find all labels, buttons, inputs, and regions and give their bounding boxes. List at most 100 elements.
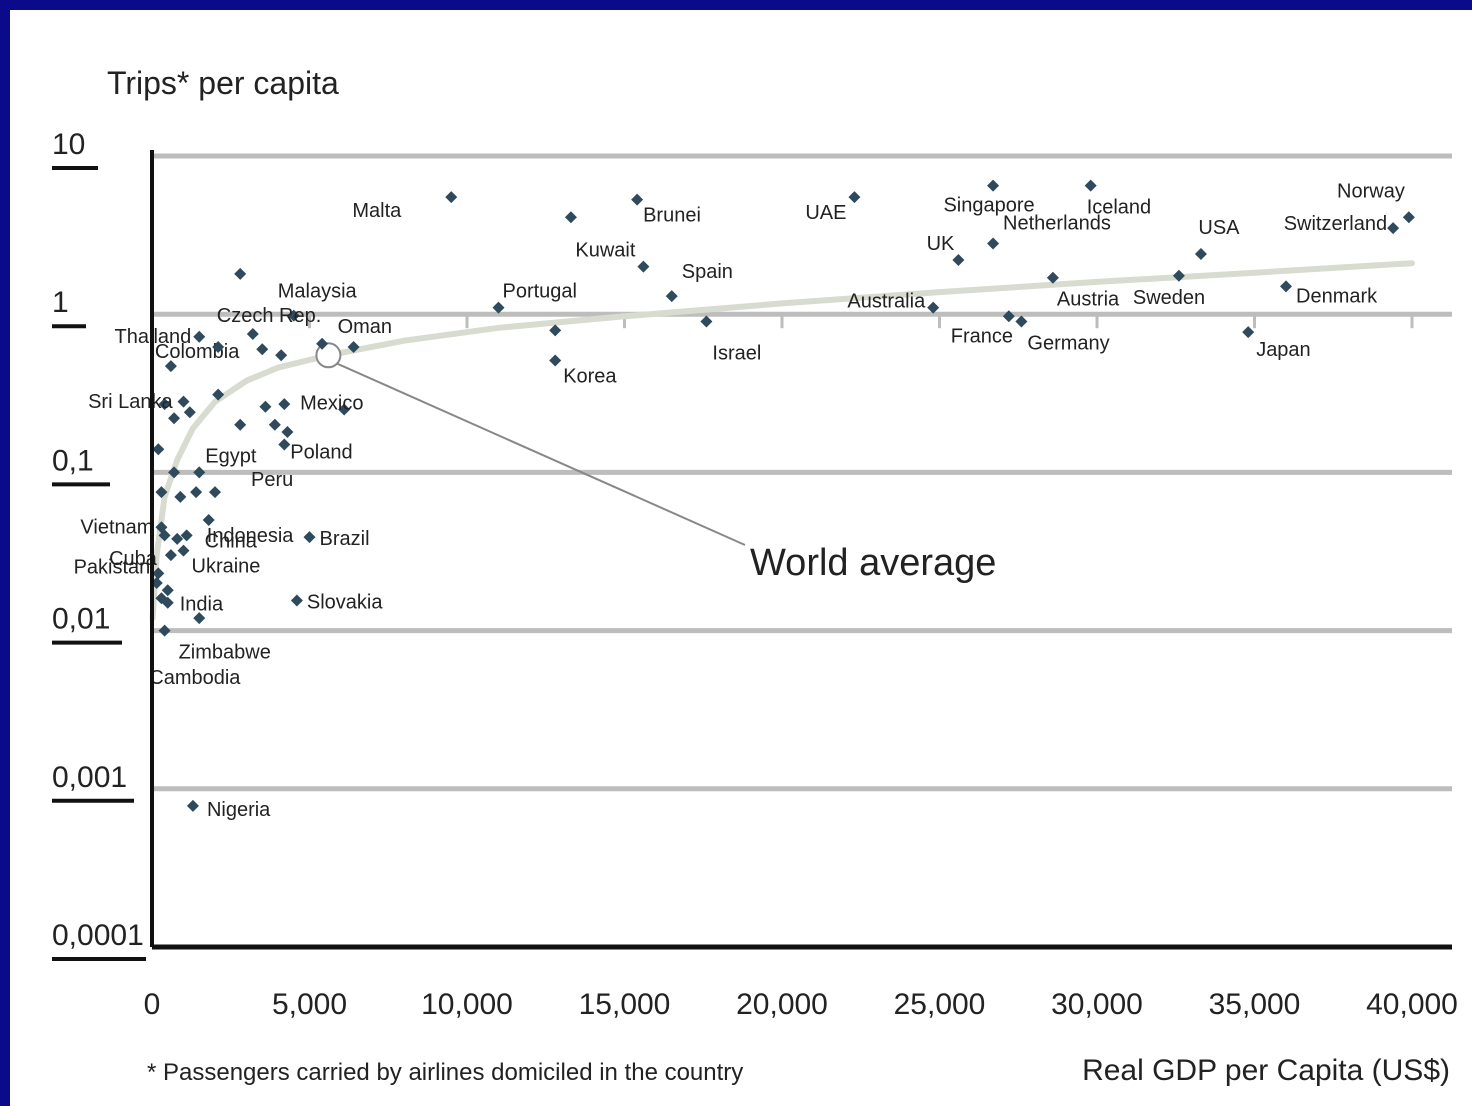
data-point-label: Egypt — [205, 445, 257, 467]
x-tick-label: 25,000 — [894, 988, 986, 1021]
data-point-label: Vietnam — [80, 516, 153, 538]
data-point-label: UK — [927, 233, 955, 255]
data-point-label: Japan — [1256, 339, 1311, 361]
data-point-marker — [549, 324, 562, 337]
data-point-marker — [338, 403, 351, 416]
data-point-marker — [287, 309, 300, 322]
data-point-marker — [164, 360, 177, 373]
x-tick-label: 10,000 — [421, 988, 513, 1021]
data-point-marker — [152, 443, 165, 456]
data-point-label: Switzerland — [1284, 213, 1387, 235]
data-point-marker — [549, 354, 562, 367]
data-point-label: Colombia — [155, 341, 240, 363]
data-point-marker — [1387, 222, 1400, 235]
data-point-marker — [1172, 269, 1185, 282]
data-point-label: Czech Rep. — [217, 305, 321, 327]
data-point-label: Norway — [1337, 180, 1405, 202]
y-tick-label: 0,1 — [52, 444, 94, 477]
data-point-marker — [316, 337, 329, 350]
data-point-label: Germany — [1027, 332, 1109, 354]
data-point-label: Iceland — [1087, 197, 1152, 219]
data-point-marker — [259, 400, 272, 413]
data-point-marker — [193, 466, 206, 479]
x-tick-label: 20,000 — [736, 988, 828, 1021]
data-point-marker — [1402, 211, 1415, 224]
x-tick-label: 5,000 — [272, 988, 347, 1021]
y-axis-ticks: 10 1 0,1 0,01 0,001 0,0001 — [52, 128, 146, 961]
data-point-marker — [212, 341, 225, 354]
data-point-marker — [1046, 271, 1059, 284]
data-point-marker — [180, 529, 193, 542]
world-average-annotation: World average — [315, 342, 996, 584]
data-point-label: USA — [1198, 217, 1240, 239]
data-point-label: India — [180, 594, 224, 616]
data-point-marker — [492, 301, 505, 314]
data-point-label: Malaysia — [278, 281, 358, 303]
data-point-marker — [177, 395, 190, 408]
data-point-label: Sweden — [1133, 287, 1205, 309]
data-point-marker — [246, 327, 259, 340]
data-point-marker — [158, 624, 171, 637]
x-tick-label: 40,000 — [1366, 988, 1458, 1021]
data-point-marker — [1194, 248, 1207, 261]
y-tick-label: 0,01 — [52, 603, 110, 636]
data-point-marker — [256, 343, 269, 356]
data-point-marker — [927, 301, 940, 314]
data-point-marker — [209, 486, 221, 499]
data-point-marker — [155, 486, 168, 499]
data-point-label: China — [205, 530, 258, 552]
data-point-label: Singapore — [943, 195, 1034, 217]
data-point-marker — [202, 514, 215, 527]
y-tick-label: 10 — [52, 128, 85, 161]
x-axis-ticks: 0 5,000 10,000 15,000 20,000 25,000 30,000 35,0… — [144, 313, 1458, 1021]
data-point-label: Spain — [682, 261, 733, 283]
data-point-label: UAE — [805, 202, 846, 224]
data-point-label: Malta — [352, 200, 402, 222]
data-point-marker — [168, 466, 181, 479]
data-point-marker — [987, 179, 1000, 192]
data-point-label: Korea — [563, 365, 617, 387]
slide-frame: 10 1 0,1 0,01 0,001 0,0001 0 5,000 10,000 15,000… — [10, 10, 1472, 1106]
data-point-marker — [177, 544, 190, 557]
annotation-text: World average — [750, 542, 996, 584]
data-point-label: Cuba — [109, 548, 158, 570]
data-point-marker — [193, 330, 206, 343]
data-point-marker — [168, 412, 181, 425]
data-point-label: Oman — [338, 316, 392, 338]
x-tick-label: 35,000 — [1209, 988, 1301, 1021]
data-point-label: Cambodia — [149, 667, 241, 689]
scatter-chart: 10 1 0,1 0,01 0,001 0,0001 0 5,000 10,000 15,000… — [52, 65, 1458, 1087]
data-point-marker — [183, 406, 196, 419]
data-point-marker — [290, 594, 303, 607]
data-point-marker — [631, 193, 644, 206]
data-point-label: Sri Lanka — [88, 391, 173, 413]
data-point-label: Mexico — [300, 392, 363, 414]
data-point-label: Pakistan — [74, 556, 151, 578]
data-point-marker — [234, 267, 247, 280]
data-point-marker — [987, 237, 1000, 250]
x-axis-label: Real GDP per Capita (US$) — [1082, 1054, 1450, 1087]
data-point-marker — [281, 426, 294, 439]
data-point-marker — [1002, 310, 1015, 323]
data-point-label: Peru — [251, 469, 293, 491]
y-tick-label: 0,0001 — [52, 919, 144, 952]
data-point-marker — [190, 486, 203, 499]
data-point-label: Israel — [712, 342, 761, 364]
x-tick-label: 0 — [144, 988, 161, 1021]
data-point-label: Kuwait — [575, 240, 635, 262]
x-tick-label: 30,000 — [1051, 988, 1143, 1021]
data-point-marker — [564, 211, 577, 224]
data-point-marker — [158, 398, 171, 411]
annotation-leader-line — [335, 362, 746, 546]
data-point-marker — [193, 612, 206, 625]
data-point-label: Netherlands — [1003, 212, 1111, 234]
data-points: Malta Brunei UAE Singapore Iceland Norway Swit… — [74, 179, 1415, 821]
y-axis-label: Trips* per capita — [107, 65, 339, 101]
data-point-marker — [158, 529, 171, 542]
data-point-label: Ukraine — [192, 556, 261, 578]
data-point-marker — [1015, 315, 1028, 328]
data-point-label: France — [951, 325, 1013, 347]
data-point-marker — [445, 191, 458, 204]
data-point-marker — [171, 532, 184, 545]
x-tick-label: 15,000 — [579, 988, 671, 1021]
